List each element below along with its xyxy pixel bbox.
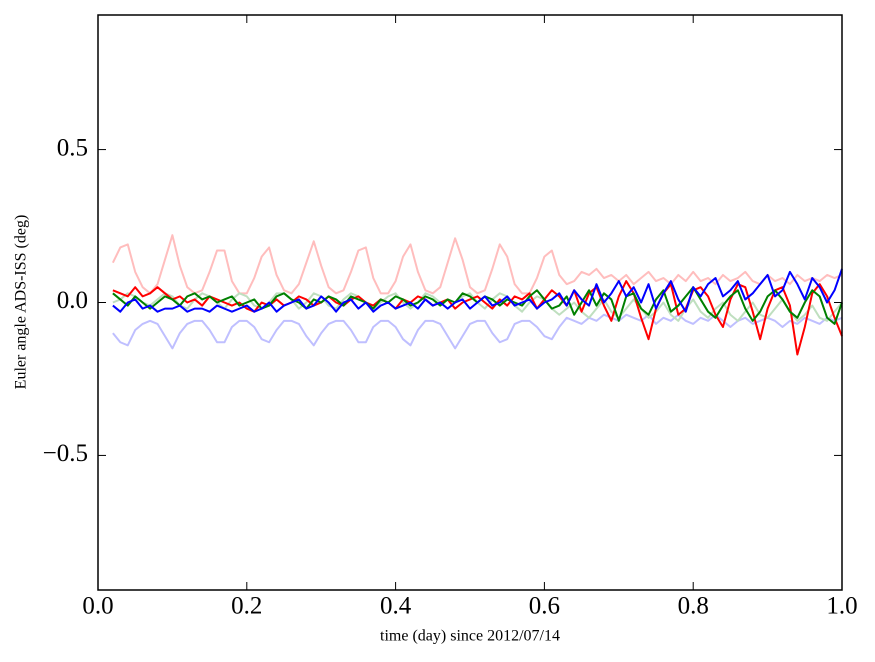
series-line: [112, 268, 843, 313]
y-axis-label: Euler angle ADS-ISS (deg): [13, 215, 30, 390]
y-tick-label: 0.5: [57, 134, 88, 161]
x-axis-label: time (day) since 2012/07/14: [380, 628, 560, 645]
x-tick-label: 0.0: [82, 593, 113, 620]
series-line: [112, 313, 843, 350]
x-tick-label: 0.4: [380, 593, 412, 620]
x-tick-label: 0.6: [529, 593, 560, 620]
y-tick-label: 0.0: [57, 287, 88, 314]
series-line: [111, 234, 843, 295]
y-tick-label: −0.5: [43, 440, 88, 467]
series-line: [112, 280, 843, 356]
x-tick-label: 0.2: [231, 593, 262, 620]
x-tick-label: 0.8: [678, 593, 709, 620]
plot-frame: [97, 14, 843, 591]
x-tick-label: 1.0: [826, 593, 857, 620]
